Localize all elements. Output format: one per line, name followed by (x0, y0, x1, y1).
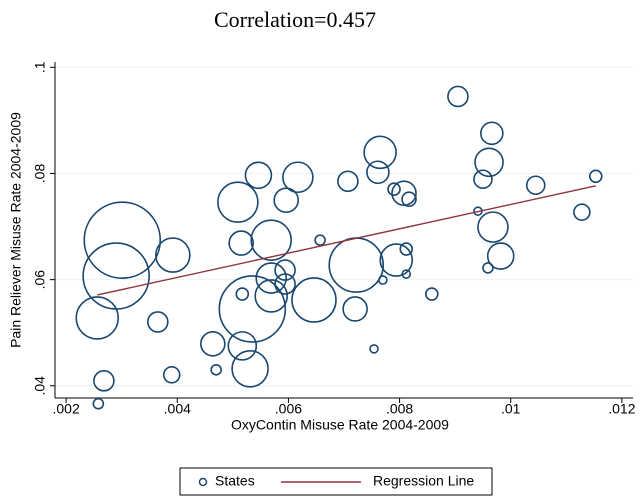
bubble (369, 344, 379, 354)
x-tick-label: .012 (608, 401, 635, 417)
bubble (342, 296, 368, 322)
bubble (210, 364, 222, 376)
y-axis-title: Pain Reliever Misuse Rate 2004-2009 (8, 112, 24, 348)
bubble (525, 175, 546, 196)
x-tick-label: .002 (52, 401, 79, 417)
x-tick-label: .01 (501, 401, 521, 417)
plot-area (55, 62, 633, 398)
bubble (282, 161, 314, 194)
bubble (378, 275, 388, 285)
bubble (391, 180, 417, 207)
y-tick-label: .06 (32, 270, 48, 290)
bubble (217, 181, 259, 223)
bubble (291, 277, 337, 323)
bubble (250, 219, 292, 261)
bubble (477, 211, 509, 243)
bubble (92, 397, 105, 410)
bubble (147, 311, 169, 333)
bubble (231, 350, 269, 388)
legend-label: Regression Line (373, 473, 474, 489)
bubble (573, 203, 591, 221)
chart-title: Correlation=0.457 (214, 7, 376, 32)
bubble (482, 262, 494, 274)
bubble (474, 147, 504, 178)
bubble (228, 230, 254, 256)
legend-label: States (215, 473, 255, 489)
bubble (75, 296, 120, 340)
bubble (235, 287, 250, 301)
bubble (255, 262, 287, 294)
bubble (83, 201, 162, 279)
legend-marker (198, 477, 208, 487)
y-tick-label: .1 (32, 61, 48, 73)
bubble (387, 182, 401, 197)
regression-line (97, 185, 596, 296)
bubble (337, 170, 359, 193)
bubble (273, 187, 300, 214)
y-tick-label: .04 (32, 376, 48, 396)
x-axis-title: OxyContin Misuse Rate 2004-2009 (231, 417, 449, 433)
bubble (200, 331, 226, 357)
legend: States Regression Line (179, 467, 493, 496)
bubble (314, 234, 326, 246)
bubble (447, 85, 469, 108)
bubble (155, 237, 191, 273)
bubble (486, 242, 515, 270)
bubble (162, 366, 181, 384)
bubble (363, 135, 397, 170)
bubble (93, 370, 115, 392)
bubble (274, 259, 296, 281)
bubble (379, 243, 414, 277)
bubble (425, 287, 439, 301)
bubble (244, 161, 273, 190)
bubble (473, 169, 493, 190)
bubble (254, 279, 288, 313)
bubble (366, 160, 390, 185)
bubble (399, 242, 414, 256)
bubble (401, 269, 412, 279)
x-tick-label: .008 (386, 401, 413, 417)
bubble (218, 275, 287, 343)
bubble (227, 331, 258, 361)
y-tick-label: .08 (32, 164, 48, 184)
bubble (480, 121, 504, 146)
bubble (401, 191, 417, 208)
bubble (588, 169, 603, 184)
x-tick-label: .004 (164, 401, 191, 417)
bubble (274, 273, 296, 295)
x-tick-label: .006 (275, 401, 302, 417)
